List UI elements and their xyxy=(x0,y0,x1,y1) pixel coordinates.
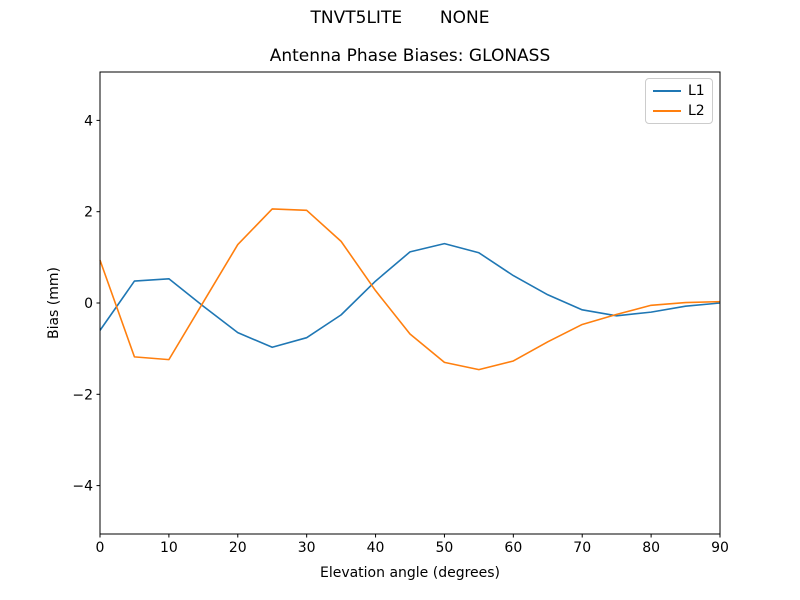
y-tick-label: 4 xyxy=(84,113,93,129)
legend-line-sample-l1 xyxy=(653,90,681,92)
x-tick-label: 20 xyxy=(229,540,247,556)
y-axis-label: Bias (mm) xyxy=(46,266,62,340)
y-tick-label: −4 xyxy=(72,479,93,495)
x-tick-label: 80 xyxy=(642,540,660,556)
legend-entry-l1: L1 xyxy=(653,81,705,101)
legend-box: L1 L2 xyxy=(645,78,713,124)
x-tick-label: 90 xyxy=(711,540,729,556)
x-tick-label: 50 xyxy=(436,540,454,556)
axes-frame xyxy=(99,71,721,535)
x-tick-label: 70 xyxy=(573,540,591,556)
series-line-l2 xyxy=(99,208,721,371)
legend-label-l2: L2 xyxy=(688,103,705,119)
figure-suptitle: TNVT5LITE NONE xyxy=(310,8,490,28)
x-tick-label: 10 xyxy=(160,540,178,556)
x-tick-label: 60 xyxy=(504,540,522,556)
x-tick-label: 40 xyxy=(367,540,385,556)
chart-title: Antenna Phase Biases: GLONASS xyxy=(269,46,551,66)
legend-label-l1: L1 xyxy=(688,83,705,99)
x-tick-label: 0 xyxy=(96,540,105,556)
series-line-l1 xyxy=(99,242,721,349)
x-axis-label: Elevation angle (degrees) xyxy=(319,565,501,581)
legend-entry-l2: L2 xyxy=(653,101,705,121)
legend-line-sample-l2 xyxy=(653,110,681,112)
y-tick-label: 2 xyxy=(84,205,93,221)
x-tick-label: 30 xyxy=(298,540,316,556)
y-tick-label: −2 xyxy=(72,387,93,403)
y-tick-label: 0 xyxy=(84,296,93,312)
